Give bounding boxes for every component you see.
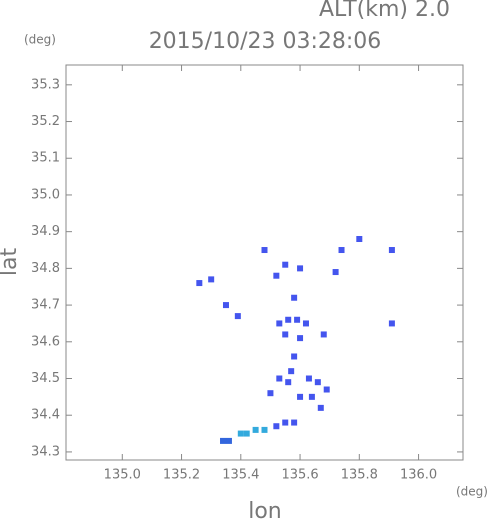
echo-cell	[285, 379, 292, 386]
echo-cell	[276, 320, 283, 327]
x-tick-label: 135.6	[281, 468, 318, 483]
y-tick-label: 34.4	[31, 408, 60, 423]
chart-title: 2015/10/23 03:28:06	[149, 29, 382, 54]
echo-cell	[261, 426, 268, 433]
x-tick-label: 135.2	[163, 468, 200, 483]
echo-cell	[338, 247, 345, 254]
echo-cell	[282, 331, 289, 338]
y-unit: (deg)	[24, 33, 56, 47]
echo-cell	[388, 320, 395, 327]
echo-cell	[332, 269, 339, 276]
echo-cell	[317, 404, 324, 411]
echo-cell	[388, 247, 395, 254]
x-tick-label: 136.0	[400, 468, 437, 483]
x-tick-label: 135.8	[341, 468, 378, 483]
echo-cell	[237, 430, 244, 437]
echo-cell	[220, 437, 227, 444]
echo-cell	[320, 331, 327, 338]
echo-cell	[323, 386, 330, 393]
x-tick-label: 135.4	[222, 468, 259, 483]
echo-cell	[196, 280, 203, 287]
echo-cell	[297, 265, 304, 272]
echo-cell	[288, 368, 295, 375]
y-tick-label: 35.1	[31, 151, 60, 166]
echo-cell	[234, 313, 241, 320]
echo-cell	[267, 390, 274, 397]
plot-frame	[65, 64, 464, 461]
echo-cell	[294, 316, 301, 323]
echo-cell	[297, 393, 304, 400]
echo-cell	[261, 247, 268, 254]
echo-cell	[305, 375, 312, 382]
y-tick-label: 35.0	[31, 187, 60, 202]
echo-cell	[314, 379, 321, 386]
echo-cell	[225, 437, 232, 444]
y-axis-label: lat	[0, 248, 22, 277]
echo-cell	[291, 294, 298, 301]
y-tick-label: 34.6	[31, 334, 60, 349]
y-tick-label: 34.9	[31, 224, 60, 239]
altitude-label: ALT(km) 2.0	[319, 0, 450, 22]
echo-cell	[282, 261, 289, 268]
echo-cell	[273, 272, 280, 279]
y-tick-label: 34.8	[31, 261, 60, 276]
echo-cell	[285, 316, 292, 323]
y-tick-label: 34.5	[31, 371, 60, 386]
x-tick-label: 135.0	[104, 468, 141, 483]
echo-cell	[308, 393, 315, 400]
echo-cell	[276, 375, 283, 382]
echo-cell	[356, 236, 363, 243]
echo-cell	[282, 419, 289, 426]
echo-cell	[297, 335, 304, 342]
y-tick-label: 35.2	[31, 114, 60, 129]
y-tick-label: 34.7	[31, 298, 60, 313]
echo-cell	[222, 302, 229, 309]
echo-cell	[252, 426, 259, 433]
x-unit: (deg)	[456, 485, 488, 499]
echo-cell	[291, 419, 298, 426]
echo-cell	[291, 353, 298, 360]
x-axis-label: lon	[248, 499, 282, 521]
echo-cell	[273, 423, 280, 430]
echo-cell	[302, 320, 309, 327]
echo-cell	[243, 430, 250, 437]
y-tick-label: 34.3	[31, 444, 60, 459]
echo-cell	[208, 276, 215, 283]
y-tick-label: 35.3	[31, 77, 60, 92]
